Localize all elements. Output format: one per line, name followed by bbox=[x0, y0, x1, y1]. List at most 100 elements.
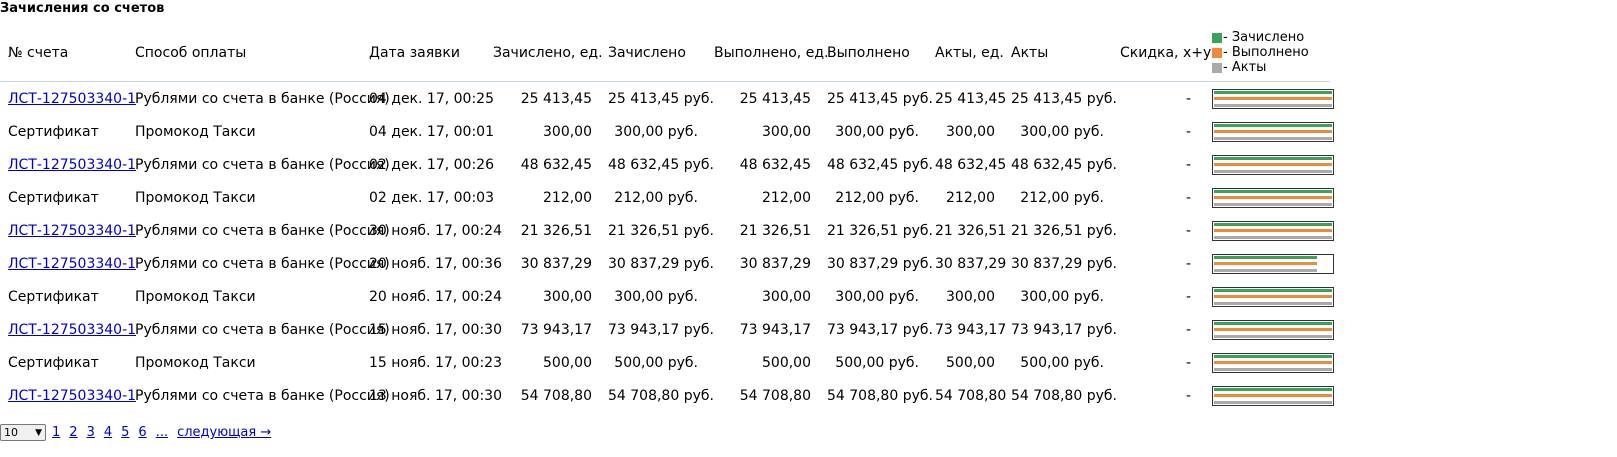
discount-cell: - bbox=[1185, 90, 1191, 107]
credited-cell: 73 943,17 руб. bbox=[608, 321, 714, 338]
payment-method-cell: Рублями со счета в банке (Россия) bbox=[135, 321, 390, 338]
next-page-link[interactable]: следующая → bbox=[177, 425, 272, 440]
credited-cell: 30 837,29 руб. bbox=[608, 255, 714, 272]
page-link-6[interactable]: 6 bbox=[138, 425, 147, 440]
legend-done: - Выполнено bbox=[1212, 45, 1330, 60]
bar-done bbox=[1214, 130, 1332, 133]
credited-cell: 300,00 руб. bbox=[614, 288, 698, 305]
bar-acts bbox=[1214, 268, 1317, 272]
table-row: ЛСТ-127503340-1 Рублями со счета в банке … bbox=[0, 214, 1334, 247]
bar-credited bbox=[1214, 354, 1332, 358]
bar-done bbox=[1214, 97, 1332, 100]
done-cell: 54 708,80 руб. bbox=[827, 387, 933, 404]
acts-units-cell: 30 837,29 bbox=[935, 255, 1007, 272]
header-done[interactable]: Выполнено bbox=[819, 24, 927, 82]
header-payment-method[interactable]: Способ оплаты bbox=[127, 24, 361, 82]
payment-method-cell: Промокод Такси bbox=[135, 354, 256, 371]
account-link[interactable]: ЛСТ-127503340-1 bbox=[8, 387, 137, 404]
header-account[interactable]: № счета bbox=[0, 24, 127, 82]
header-acts-units[interactable]: Акты, ед. bbox=[927, 24, 1004, 82]
payment-method-cell: Промокод Такси bbox=[135, 189, 256, 206]
header-acts[interactable]: Акты bbox=[1003, 24, 1112, 82]
progress-bars bbox=[1212, 154, 1334, 175]
credits-table: № счета Способ оплаты Дата заявки Зачисл… bbox=[0, 24, 1334, 412]
credited-cell: 54 708,80 руб. bbox=[608, 387, 714, 404]
account-cell: ЛСТ-127503340-1 bbox=[0, 148, 136, 181]
bar-done bbox=[1214, 394, 1332, 397]
discount-cell: - bbox=[1185, 387, 1191, 404]
account-link[interactable]: ЛСТ-127503340-1 bbox=[8, 321, 137, 338]
page-size-select[interactable]: 10 ▼ bbox=[0, 424, 46, 441]
done-cell: 500,00 руб. bbox=[835, 354, 919, 371]
progress-bars bbox=[1212, 187, 1334, 208]
discount-cell: - bbox=[1185, 156, 1191, 173]
account-link[interactable]: ЛСТ-127503340-1 bbox=[8, 156, 137, 173]
bar-done bbox=[1214, 328, 1332, 331]
page-title: Зачисления со счетов bbox=[0, 1, 165, 16]
account-link[interactable]: ЛСТ-127503340-1 bbox=[8, 255, 137, 272]
credited-cell: 300,00 руб. bbox=[614, 123, 698, 140]
done-cell: 21 326,51 руб. bbox=[827, 222, 933, 239]
discount-cell: - bbox=[1185, 255, 1191, 272]
done-units-cell: 500,00 bbox=[762, 354, 811, 371]
table-row: ЛСТ-127503340-1 Рублями со счета в банке … bbox=[0, 247, 1334, 280]
acts-cell: 212,00 руб. bbox=[1020, 189, 1104, 206]
bar-done bbox=[1214, 262, 1317, 265]
page-ellipsis-link[interactable]: ... bbox=[155, 425, 169, 440]
payment-method-cell: Рублями со счета в банке (Россия) bbox=[135, 90, 390, 107]
progress-bars bbox=[1212, 319, 1334, 340]
request-date-cell: 30 нояб. 17, 00:24 bbox=[369, 222, 502, 239]
bar-done bbox=[1214, 163, 1332, 166]
progress-cell bbox=[1200, 280, 1334, 313]
table-row: Сертификат Промокод Такси 20 нояб. 17, 00:… bbox=[0, 280, 1334, 313]
account-cell: ЛСТ-127503340-1 bbox=[0, 247, 136, 280]
acts-units-cell: 21 326,51 bbox=[935, 222, 1007, 239]
header-credited-units[interactable]: Зачислено, ед. bbox=[485, 24, 603, 82]
header-discount[interactable]: Скидка, x+y bbox=[1112, 24, 1211, 82]
table-row: Сертификат Промокод Такси 02 дек. 17, 00:0… bbox=[0, 181, 1334, 214]
legend-credited-label: - Зачислено bbox=[1223, 30, 1305, 45]
acts-cell: 300,00 руб. bbox=[1020, 123, 1104, 140]
done-units-cell: 48 632,45 bbox=[739, 156, 811, 173]
credited-cell: 500,00 руб. bbox=[614, 354, 698, 371]
table-row: ЛСТ-127503340-1 Рублями со счета в банке … bbox=[0, 82, 1334, 116]
done-cell: 30 837,29 руб. bbox=[827, 255, 933, 272]
bar-acts bbox=[1214, 202, 1332, 206]
credited-units-cell: 30 837,29 bbox=[520, 255, 592, 272]
header-done-units[interactable]: Выполнено, ед. bbox=[706, 24, 828, 82]
done-units-cell: 21 326,51 bbox=[739, 222, 811, 239]
progress-cell bbox=[1200, 181, 1334, 214]
bar-credited bbox=[1214, 222, 1332, 226]
page-link-1[interactable]: 1 bbox=[52, 425, 61, 440]
credited-units-cell: 500,00 bbox=[543, 354, 592, 371]
account-link[interactable]: ЛСТ-127503340-1 bbox=[8, 90, 137, 107]
request-date-cell: 15 нояб. 17, 00:30 bbox=[369, 321, 502, 338]
page-link-5[interactable]: 5 bbox=[121, 425, 130, 440]
triangle-down-icon: ▼ bbox=[35, 427, 42, 438]
done-units-cell: 30 837,29 bbox=[739, 255, 811, 272]
payment-method-cell: Рублями со счета в банке (Россия) bbox=[135, 387, 390, 404]
payment-method-cell: Рублями со счета в банке (Россия) bbox=[135, 156, 390, 173]
page-link-2[interactable]: 2 bbox=[69, 425, 78, 440]
acts-units-cell: 25 413,45 bbox=[935, 90, 1007, 107]
request-date-cell: 02 дек. 17, 00:03 bbox=[369, 189, 494, 206]
acts-cell: 54 708,80 руб. bbox=[1011, 387, 1117, 404]
header-credited[interactable]: Зачислено bbox=[600, 24, 706, 82]
acts-units-cell: 300,00 bbox=[946, 123, 995, 140]
bar-credited bbox=[1214, 90, 1332, 94]
legend-credited: - Зачислено bbox=[1212, 30, 1330, 45]
account-cell: ЛСТ-127503340-1 bbox=[0, 82, 136, 116]
page-links: 1 2 3 4 5 6... bbox=[52, 425, 177, 440]
legend-done-label: - Выполнено bbox=[1223, 45, 1309, 60]
discount-cell: - bbox=[1185, 288, 1191, 305]
account-cell: ЛСТ-127503340-1 bbox=[0, 313, 136, 346]
page-link-3[interactable]: 3 bbox=[86, 425, 95, 440]
done-cell: 212,00 руб. bbox=[835, 189, 919, 206]
chart-legend: - Зачислено - Выполнено - Акты bbox=[1212, 30, 1330, 75]
done-cell: 300,00 руб. bbox=[835, 288, 919, 305]
acts-units-cell: 48 632,45 bbox=[935, 156, 1007, 173]
account-link[interactable]: ЛСТ-127503340-1 bbox=[8, 222, 137, 239]
account-cell: Сертификат bbox=[8, 288, 99, 305]
header-request-date[interactable]: Дата заявки bbox=[361, 24, 485, 82]
page-link-4[interactable]: 4 bbox=[103, 425, 113, 440]
